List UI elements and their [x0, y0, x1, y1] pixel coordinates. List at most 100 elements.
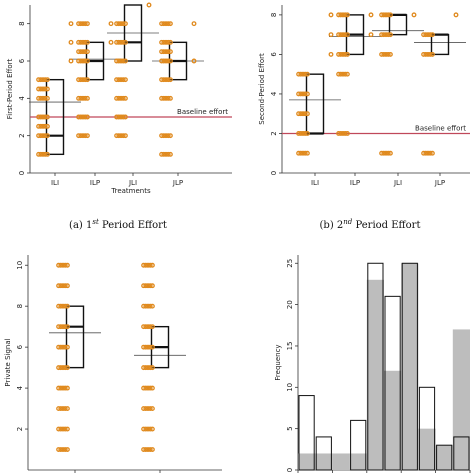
data-point	[163, 49, 169, 55]
data-point	[116, 58, 122, 64]
data-point	[336, 32, 342, 38]
data-point	[60, 283, 66, 289]
data-point	[58, 385, 64, 391]
data-point	[64, 365, 70, 371]
data-point	[300, 91, 306, 97]
y-tick-label: 5	[286, 426, 294, 430]
y-axis-label: First-Period Effort	[6, 59, 14, 120]
data-point	[338, 12, 344, 18]
data-point	[60, 324, 66, 330]
data-point	[141, 426, 147, 432]
data-point	[80, 58, 86, 64]
data-point	[421, 32, 427, 38]
data-point	[141, 344, 147, 350]
data-point	[120, 77, 126, 83]
data-point	[379, 150, 385, 156]
data-point	[36, 114, 42, 120]
data-point	[40, 114, 46, 120]
data-point	[80, 95, 86, 101]
data-point	[328, 12, 334, 18]
data-point	[298, 111, 304, 117]
data-point	[304, 91, 310, 97]
data-point	[328, 51, 334, 57]
data-point	[379, 32, 385, 38]
data-point	[78, 114, 84, 120]
data-point	[56, 344, 62, 350]
data-point	[56, 365, 62, 371]
data-point	[42, 77, 48, 83]
data-point	[122, 133, 128, 139]
data-point	[84, 77, 90, 83]
panel-a: 0 2 4 6 8 First-Period Effort Baseline effort I…	[6, 2, 232, 195]
data-point	[149, 406, 155, 412]
y-tick-label: 8	[16, 304, 24, 308]
data-point	[145, 344, 151, 350]
data-point	[80, 133, 86, 139]
data-point	[56, 283, 62, 289]
data-point	[159, 49, 165, 55]
data-point	[120, 58, 126, 64]
data-point	[167, 133, 173, 139]
data-point	[141, 406, 147, 412]
data-point	[114, 114, 120, 120]
data-point	[56, 324, 62, 330]
data-point	[427, 32, 433, 38]
data-point	[36, 151, 42, 157]
data-point	[36, 95, 42, 101]
data-point	[58, 344, 64, 350]
data-point	[423, 51, 429, 57]
data-point	[167, 58, 173, 64]
data-point	[161, 39, 167, 45]
data-point	[84, 49, 90, 55]
data-point	[38, 77, 44, 83]
data-point	[165, 95, 171, 101]
data-point	[118, 77, 124, 83]
data-point	[385, 12, 391, 18]
bar-outline	[384, 295, 401, 471]
data-point	[118, 95, 124, 101]
x-tick-label: JLI	[393, 179, 402, 187]
data-point	[165, 39, 171, 45]
data-point	[368, 12, 374, 18]
data-point	[146, 2, 152, 8]
data-point	[36, 123, 42, 129]
bar-gray	[452, 329, 470, 470]
data-point	[161, 151, 167, 157]
data-point	[425, 32, 431, 38]
data-point	[383, 51, 389, 57]
data-point	[383, 32, 389, 38]
data-point	[82, 39, 88, 45]
data-point	[116, 114, 122, 120]
data-point	[381, 150, 387, 156]
panel-d: 0 5 10 15 20 25 Frequency	[274, 255, 471, 473]
data-point	[298, 91, 304, 97]
data-point	[40, 77, 46, 83]
data-point	[116, 133, 122, 139]
data-point	[62, 365, 68, 371]
box	[430, 33, 450, 56]
data-point	[76, 49, 82, 55]
data-point	[381, 12, 387, 18]
data-point	[76, 39, 82, 45]
data-point	[82, 21, 88, 27]
data-point	[122, 58, 128, 64]
data-point	[143, 447, 149, 452]
data-point	[122, 95, 128, 101]
bar-gray	[401, 263, 419, 470]
data-point	[60, 447, 66, 452]
data-point	[167, 95, 173, 101]
bar-outline	[315, 436, 332, 471]
data-point	[338, 131, 344, 136]
box	[65, 305, 85, 369]
data-point	[425, 150, 431, 156]
data-point	[143, 283, 149, 289]
data-point	[58, 283, 64, 289]
data-point	[167, 151, 173, 157]
data-point	[165, 49, 171, 55]
bar-gray	[435, 445, 453, 470]
bar-gray	[298, 453, 316, 470]
data-point	[60, 344, 66, 350]
data-point	[161, 133, 167, 139]
data-point	[159, 95, 165, 101]
